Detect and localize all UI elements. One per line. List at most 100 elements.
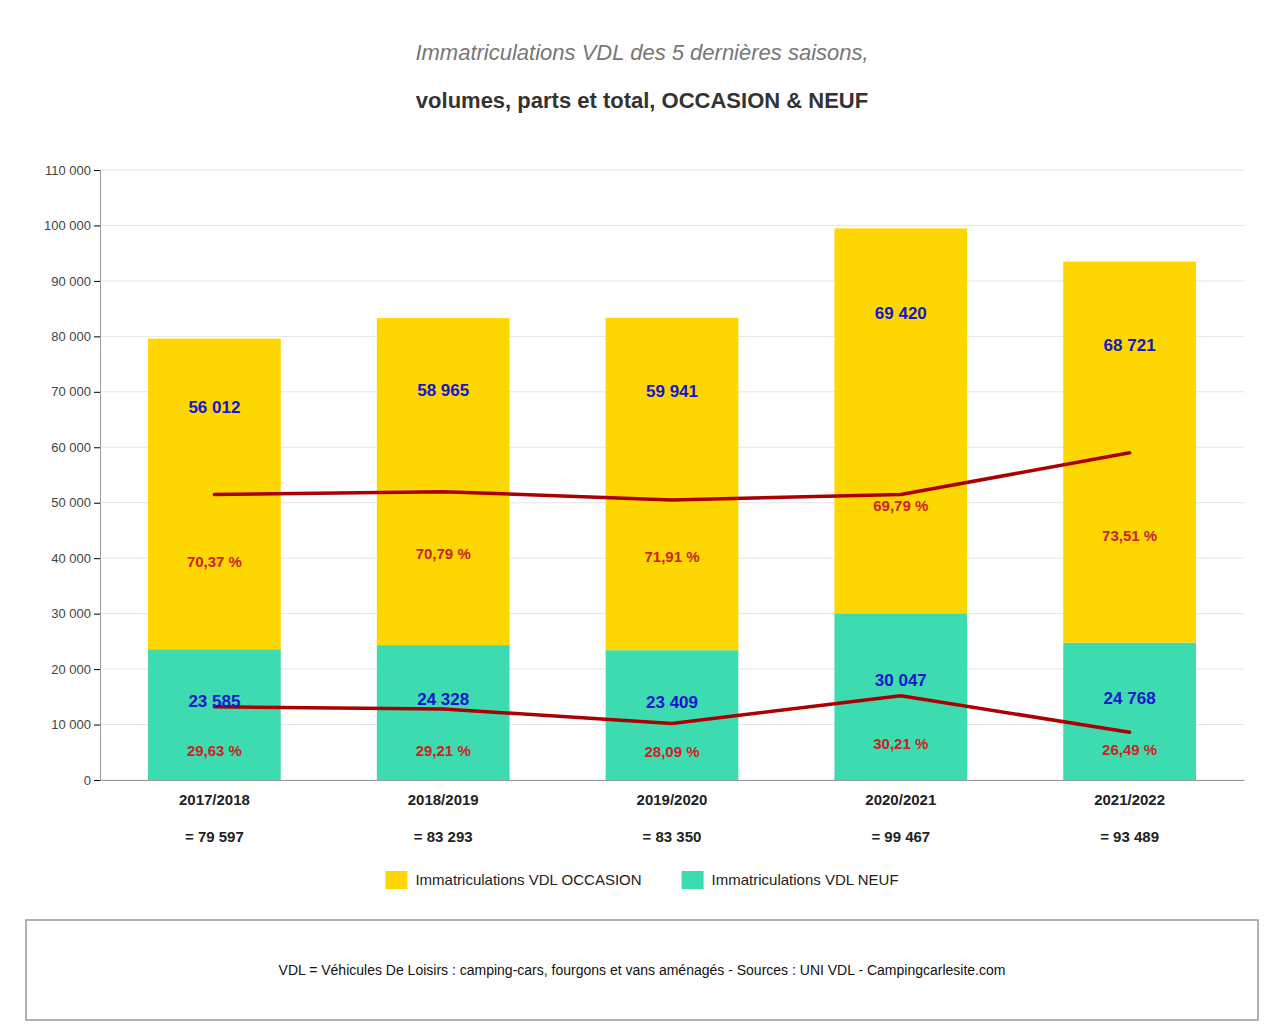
y-tick: 0 (84, 773, 100, 788)
x-tick: 2019/2020 (637, 791, 708, 808)
y-tick-label: 100 000 (44, 218, 91, 233)
marks (148, 228, 1196, 780)
legend-item: Immatriculations VDL OCCASION (385, 871, 641, 889)
y-tick-mark (94, 336, 100, 337)
bar (606, 318, 739, 650)
y-tick-mark (94, 225, 100, 226)
legend-swatch (682, 871, 704, 889)
plot: 0 10 000 20 000 30 000 40 000 50 000 60 000 70 … (44, 163, 1245, 845)
share-label: 69,79 % (873, 497, 928, 514)
x-tick-label: 2019/2020 (637, 791, 708, 808)
value-label: 30 047 (875, 671, 927, 690)
y-axis: 0 10 000 20 000 30 000 40 000 50 000 60 000 70 … (44, 163, 101, 788)
y-tick: 90 000 (51, 274, 100, 289)
share-label: 70,37 % (187, 553, 242, 570)
y-tick-mark (94, 725, 100, 726)
legend-swatch (385, 871, 407, 889)
y-tick-mark (94, 392, 100, 393)
y-tick: 80 000 (51, 329, 100, 344)
y-tick-label: 30 000 (51, 606, 91, 621)
legend-item: Immatriculations VDL NEUF (682, 871, 899, 889)
share-label: 28,09 % (644, 743, 699, 760)
x-tick-label: 2018/2019 (408, 791, 479, 808)
y-tick-label: 40 000 (51, 551, 91, 566)
y-tick-mark (94, 558, 100, 559)
x-axis-line (101, 780, 1245, 781)
value-label: 68 721 (1104, 336, 1156, 355)
x-tick: 2021/2022 (1094, 791, 1165, 808)
chart: 0 10 000 20 000 30 000 40 000 50 000 60 000 70 … (0, 0, 1284, 1034)
value-label: 58 965 (417, 381, 469, 400)
y-tick: 50 000 (51, 495, 100, 510)
legend-label: Immatriculations VDL OCCASION (415, 871, 641, 888)
y-tick-mark (94, 281, 100, 282)
y-tick: 10 000 (51, 717, 100, 732)
grid (100, 170, 1244, 780)
y-tick: 40 000 (51, 551, 100, 566)
legend: Immatriculations VDL OCCASION Immatricula… (385, 871, 898, 889)
y-tick-label: 110 000 (45, 163, 91, 178)
x-tick: 2017/2018 (179, 791, 250, 808)
y-tick-mark (94, 614, 100, 615)
value-label: 24 768 (1104, 689, 1156, 708)
y-tick: 60 000 (51, 440, 100, 455)
share-label: 30,21 % (873, 735, 928, 752)
totals: = 79 597 = 83 293 = 83 350 = 99 467 = 93 489 (185, 828, 1159, 845)
bar (1063, 643, 1196, 780)
y-tick: 110 000 (45, 163, 100, 178)
y-tick: 20 000 (51, 662, 100, 677)
data-labels: 23 58529,63 %24 32829,21 %23 40928,09 %3… (187, 304, 1157, 760)
grid-line (100, 225, 1244, 226)
grid-line (100, 170, 1244, 171)
share-label: 29,21 % (416, 742, 471, 759)
x-tick-label: 2020/2021 (865, 791, 936, 808)
y-axis-line (100, 171, 101, 781)
share-label: 29,63 % (187, 742, 242, 759)
y-tick-label: 90 000 (51, 274, 91, 289)
y-tick-label: 50 000 (51, 495, 91, 510)
footnote: VDL = Véhicules De Loisirs : camping-car… (26, 920, 1258, 1020)
x-axis: 2017/2018 2018/2019 2019/2020 2020/2021 2021… (101, 781, 1245, 808)
value-label: 69 420 (875, 304, 927, 323)
y-tick: 70 000 (51, 384, 100, 399)
y-tick: 30 000 (51, 606, 100, 621)
value-label: 59 941 (646, 382, 698, 401)
x-tick: 2018/2019 (408, 791, 479, 808)
y-tick-mark (94, 503, 100, 504)
footnote-box (26, 920, 1258, 1020)
value-label: 23 409 (646, 693, 698, 712)
y-tick-label: 0 (84, 773, 91, 788)
subtitle: volumes, parts et total, OCCASION & NEUF (416, 88, 868, 113)
y-tick-label: 60 000 (51, 440, 91, 455)
legend-label: Immatriculations VDL NEUF (712, 871, 899, 888)
y-tick-mark (94, 780, 100, 781)
y-tick-mark (94, 170, 100, 171)
y-tick-mark (94, 669, 100, 670)
y-tick-label: 20 000 (51, 662, 91, 677)
total-label: = 79 597 (185, 828, 244, 845)
total-label: = 93 489 (1100, 828, 1159, 845)
total-label: = 83 350 (643, 828, 702, 845)
y-tick-label: 70 000 (51, 384, 91, 399)
bar (148, 649, 281, 780)
share-label: 70,79 % (416, 545, 471, 562)
value-label: 23 585 (188, 692, 240, 711)
annotation: VDL = Véhicules De Loisirs : camping-car… (279, 962, 1006, 978)
title: Immatriculations VDL des 5 dernières sai… (415, 40, 868, 65)
total-label: = 99 467 (871, 828, 930, 845)
line (214, 453, 1129, 500)
total-label: = 83 293 (414, 828, 473, 845)
y-tick-mark (94, 447, 100, 448)
bar (377, 318, 510, 645)
x-tick: 2020/2021 (865, 791, 936, 808)
bar (834, 228, 967, 613)
y-tick-label: 80 000 (51, 329, 91, 344)
x-tick-label: 2017/2018 (179, 791, 250, 808)
value-label: 56 012 (188, 398, 240, 417)
share-label: 71,91 % (644, 548, 699, 565)
bar (606, 650, 739, 780)
y-tick-label: 10 000 (51, 717, 91, 732)
bar-series (148, 228, 1196, 650)
share-label: 26,49 % (1102, 741, 1157, 758)
y-tick: 100 000 (44, 218, 100, 233)
